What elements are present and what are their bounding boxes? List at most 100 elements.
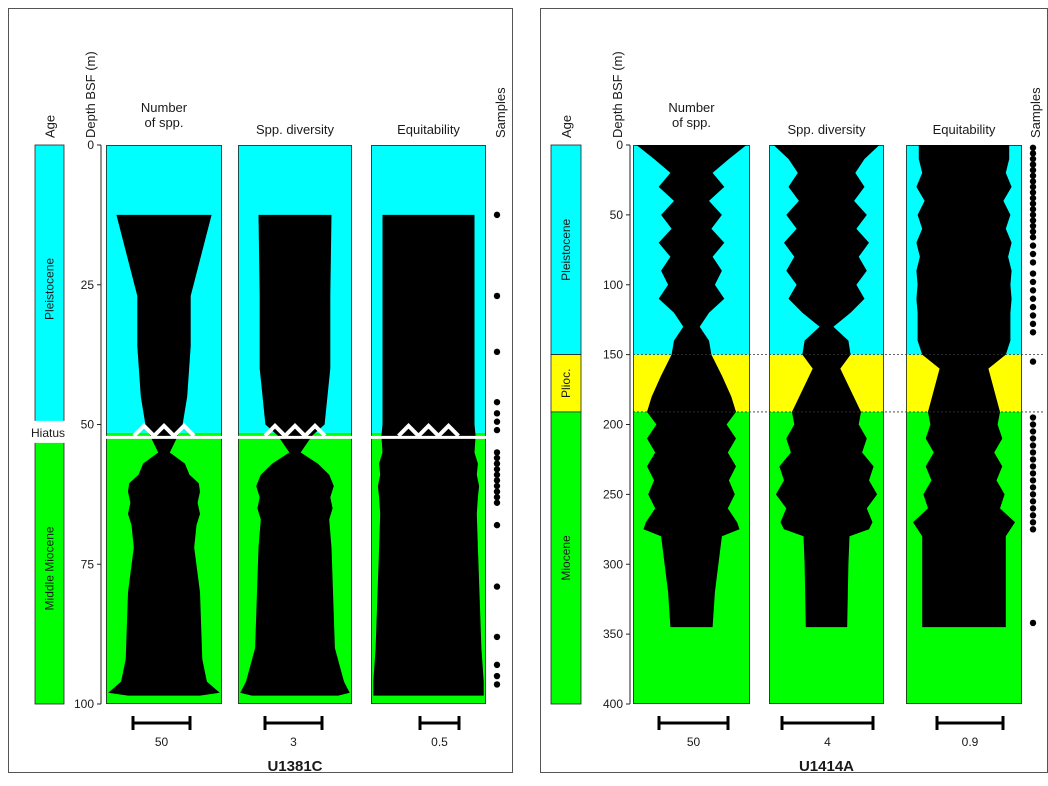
sample-dot xyxy=(493,292,501,300)
sample-dot xyxy=(493,454,501,462)
depth-tick-label: 75 xyxy=(81,557,95,571)
hiatus-zigzag xyxy=(397,423,460,439)
profile-shape xyxy=(773,145,880,628)
hiatus-line xyxy=(371,435,486,439)
depth-tick-label: 100 xyxy=(603,278,623,292)
sample-dot xyxy=(1029,463,1037,470)
age-header: Age xyxy=(43,115,58,138)
sample-dot xyxy=(1029,442,1037,449)
depth-axis: 0 25 50 75 100 xyxy=(74,138,102,711)
hiatus-zigzag xyxy=(132,423,196,439)
sample-dot xyxy=(1029,144,1037,151)
age-header: Age xyxy=(559,115,574,138)
sample-dot xyxy=(1029,320,1037,328)
age-band-1 xyxy=(34,432,65,705)
sample-dot xyxy=(1029,619,1037,627)
column-frame xyxy=(238,145,352,704)
sample-dot xyxy=(493,672,501,680)
hiatus-zigzag xyxy=(263,423,327,439)
profile-shape xyxy=(373,214,484,696)
sample-dot xyxy=(493,348,501,356)
sample-dot xyxy=(1029,414,1037,421)
samples-header: Samples xyxy=(493,87,508,138)
sample-dot xyxy=(1029,189,1037,196)
sample-dot xyxy=(1029,270,1037,277)
sample-dot xyxy=(1029,526,1037,533)
panel-u1414a: Age Depth BSF (m) Samples Pleistocene Plioc.… xyxy=(540,8,1048,775)
site-label: U1414A xyxy=(799,758,854,775)
sample-dot xyxy=(1029,287,1037,294)
sample-dot xyxy=(1029,194,1037,202)
age-column: Pleistocene Plioc. Miocene xyxy=(550,144,582,705)
column-equitability: Equitability 0.5 xyxy=(371,122,486,749)
column-header: Spp. diversity xyxy=(256,122,335,137)
sample-dot xyxy=(1029,421,1037,428)
depth-tick-label: 50 xyxy=(81,418,95,432)
depth-tick-label: 400 xyxy=(603,697,623,711)
sample-dot xyxy=(493,499,501,506)
column-header: Number xyxy=(141,100,188,115)
panel-frame xyxy=(8,8,513,773)
scale-bar-value: 4 xyxy=(824,735,831,749)
column-header: Spp. diversity xyxy=(787,122,866,137)
depth-tick-label: 350 xyxy=(603,627,623,641)
sample-dot xyxy=(1029,172,1037,179)
column-equitability: Equitability 0.9 xyxy=(906,122,1022,749)
age-band-0 xyxy=(550,144,582,356)
age-column: Pleistocene Middle Miocene Hiatus xyxy=(16,144,74,705)
depth-tick-label: 300 xyxy=(603,557,623,571)
profile-shape xyxy=(240,214,350,696)
sample-dot xyxy=(1029,278,1037,286)
sample-dot xyxy=(493,633,501,641)
sample-dot xyxy=(1029,312,1037,319)
site-label: U1381C xyxy=(267,758,322,775)
age-label: Middle Miocene xyxy=(43,526,57,610)
sample-dot xyxy=(493,493,501,501)
scale-bar-value: 0.5 xyxy=(431,735,448,749)
sample-dot xyxy=(493,482,501,490)
sample-dot xyxy=(493,398,501,406)
sample-dot xyxy=(1029,358,1037,365)
sample-dot xyxy=(493,488,501,495)
depth-tick-label: 50 xyxy=(610,208,624,222)
sample-dot xyxy=(1029,200,1037,207)
column-spp-diversity: Spp. diversity 4 xyxy=(769,122,884,749)
scale-bar-value: 50 xyxy=(687,735,701,749)
sample-dot xyxy=(1029,498,1037,505)
sample-dot xyxy=(493,410,501,417)
column-header: Number xyxy=(668,100,715,115)
age-label: Pleistocene xyxy=(43,258,57,320)
age-band-2 xyxy=(550,411,582,705)
sample-dot xyxy=(1029,435,1037,442)
column-frame xyxy=(371,145,486,704)
depth-axis-label: Depth BSF (m) xyxy=(83,51,98,138)
sample-dot xyxy=(1029,491,1037,498)
panel-u1381c: Age Depth BSF (m) Samples Pleistocene Middle… xyxy=(8,8,513,775)
hiatus-label: Hiatus xyxy=(31,426,65,440)
samples-header: Samples xyxy=(1028,87,1043,138)
sample-dot xyxy=(493,211,501,219)
sample-dot xyxy=(1029,228,1037,235)
depth-tick-label: 0 xyxy=(616,138,623,152)
age-label: Pleistocene xyxy=(559,218,573,280)
scale-bar-value: 50 xyxy=(155,735,169,749)
sample-dot xyxy=(493,418,501,425)
sample-dot xyxy=(1029,519,1037,526)
depth-tick-label: 200 xyxy=(603,418,623,432)
sample-dot xyxy=(493,521,501,529)
sample-dot xyxy=(1029,222,1037,230)
sample-dot xyxy=(1029,456,1037,463)
sample-dot xyxy=(1029,428,1037,435)
sample-dot xyxy=(1029,217,1037,224)
profile-shape xyxy=(913,145,1015,628)
column-header: of spp. xyxy=(144,115,183,130)
sample-dot xyxy=(1029,477,1037,484)
sample-dot xyxy=(1029,206,1037,213)
depth-tick-label: 100 xyxy=(74,697,94,711)
sample-dot xyxy=(1029,166,1037,174)
sample-dot xyxy=(1029,211,1037,219)
column-header: Equitability xyxy=(933,122,996,137)
